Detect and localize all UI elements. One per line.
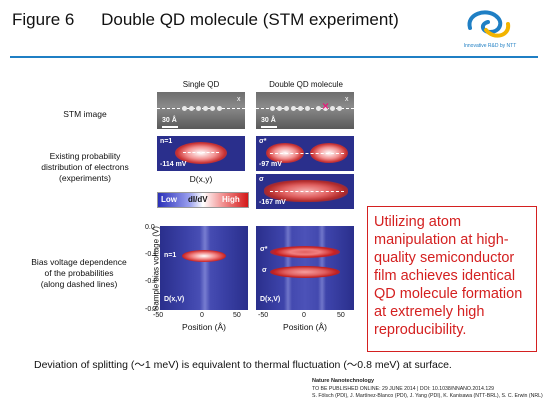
state-label: σ* [259,138,267,145]
state-label-upper: σ* [260,246,268,253]
state-band-lower [270,266,340,278]
y-tick: -0.2 [145,278,158,285]
dxv-label: D(x,V) [260,296,281,303]
x-tick: 0 [302,312,306,319]
x-axis-mark: x [345,96,349,103]
colorbar: Low dI/dV High [157,192,249,208]
citation-date: TO BE PUBLISHED ONLINE: 29 JUNE 2014 | D… [312,385,495,392]
title-main: Double QD molecule [101,10,258,29]
y-tick: -0.3 [145,306,158,313]
highlight-note: Utilizing atom manipulation at high-qual… [367,206,537,352]
row-label-stm: STM image [63,109,107,119]
scale-label: 30 Å [162,117,177,124]
column-single-qd: Single QD [182,80,220,89]
dashed-line [183,152,219,153]
y-tick: -0.1 [145,251,158,258]
x-axis-label-double: Position (Å) [283,322,327,332]
ntt-logo: Innovative R&D by NTT [444,6,536,50]
bias-stripe [200,226,210,310]
colorbar-high: High [222,195,240,204]
probability-map-double-lower: σ -167 mV [256,174,354,209]
state-band [182,250,226,262]
column-double-qd: Double QD molecule [269,80,343,89]
deviation-statement: Deviation of splitting (～1 meV) is equiv… [34,359,452,371]
dxy-label: D(x,y) [189,174,213,184]
energy-label: -167 mV [259,199,286,206]
colorbar-low: Low [161,195,177,204]
x-tick: 0 [200,312,204,319]
state-label-lower: σ [262,267,267,274]
stm-image-single: x 30 Å [157,92,245,129]
probability-blob [175,142,227,164]
state-band-upper [270,246,340,258]
scale-bar [261,126,277,128]
dashed-line [270,153,344,154]
citation-journal: Nature Nanotechnology [312,378,375,384]
citation-authors: S. Fölsch (PDI), J. Martínez-Blanco (PDI… [312,393,543,399]
x-tick: 50 [233,312,241,319]
x-axis-label-single: Position (Å) [182,322,226,332]
title-sub: (STM experiment) [262,10,399,29]
y-tick: 0.0 [145,224,155,231]
stm-image-double: × x 30 Å [256,92,354,129]
x-axis-mark: x [237,96,241,103]
probability-map-single: n=1 -114 mV [157,136,245,171]
citation: Nature Nanotechnology TO BE PUBLISHED ON… [312,378,543,401]
scale-label: 30 Å [261,117,276,124]
slide-title: Figure 6 Double QD molecule (STM experim… [12,10,399,30]
dxv-label: D(x,V) [164,296,185,303]
row-label-probability: Existing probability distribution of ele… [41,151,129,183]
x-tick: -50 [153,312,164,319]
dashed-line [270,191,344,192]
x-tick: 50 [337,312,345,319]
probability-map-double-upper: σ* -97 mV [256,136,354,171]
title-rule [10,56,538,58]
energy-label: -114 mV [160,161,187,168]
removed-atom-mark: × [322,99,330,113]
row-label-bias: Bias voltage dependence of the probabili… [31,257,127,289]
state-label: σ [259,176,264,183]
bias-map-single: n=1 D(x,V) [160,226,248,310]
dashed-line [157,108,245,109]
logo-text: Innovative R&D by NTT [464,43,517,49]
x-tick: -50 [258,312,269,319]
state-label: n=1 [164,252,177,259]
bias-map-double: σ* σ D(x,V) [256,226,354,310]
colorbar-mid: dI/dV [188,195,208,204]
state-label: n=1 [160,138,173,145]
figure-label: Figure 6 [12,10,75,29]
energy-label: -97 mV [259,161,282,168]
scale-bar [162,126,178,128]
